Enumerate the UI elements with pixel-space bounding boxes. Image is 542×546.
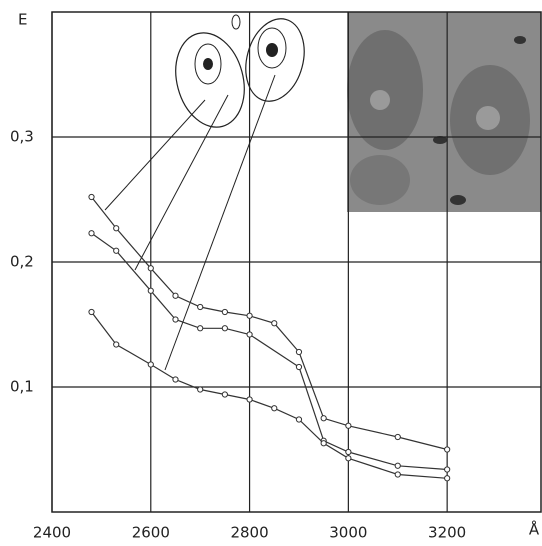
nucleus-sketch	[194, 43, 222, 85]
cell	[347, 30, 423, 150]
data-point	[246, 331, 253, 338]
data-point	[147, 361, 154, 368]
illustration	[104, 12, 541, 371]
cell	[350, 155, 410, 205]
series-line	[91, 311, 448, 479]
dot	[433, 136, 447, 144]
data-point	[113, 247, 120, 254]
data-point	[246, 396, 253, 403]
data-point	[271, 320, 278, 327]
leader-line	[134, 94, 229, 271]
nucleolus	[266, 43, 278, 57]
data-point	[394, 462, 401, 469]
data-point	[88, 230, 95, 237]
x-axis-label: Å	[529, 520, 540, 539]
data-point	[320, 415, 327, 422]
data-point	[394, 471, 401, 478]
data-point	[444, 475, 451, 482]
y-tick-label: 0,3	[10, 128, 34, 146]
leader-line	[104, 99, 206, 211]
data-point	[320, 440, 327, 447]
data-point	[88, 308, 95, 316]
data-point	[246, 312, 253, 319]
data-point	[271, 405, 278, 412]
x-tick-label: 2600	[132, 524, 170, 542]
data-point	[221, 325, 228, 332]
data-point	[113, 225, 120, 232]
data-point	[172, 316, 179, 323]
data-point	[444, 446, 451, 453]
data-point	[172, 292, 179, 299]
cell-sketch	[175, 32, 245, 128]
series-line	[91, 196, 448, 451]
x-tick-label: 3000	[329, 524, 367, 542]
series-line	[91, 232, 448, 471]
data-point	[221, 308, 228, 316]
sketch-mark	[231, 14, 241, 30]
data-point	[345, 448, 352, 456]
data-point	[147, 265, 154, 272]
data-point	[172, 376, 179, 383]
x-tick-label: 2400	[33, 524, 71, 542]
x-tick-label: 3200	[428, 524, 466, 542]
cell-sketch	[245, 18, 305, 102]
nucleus	[370, 90, 390, 110]
leader-line	[164, 74, 276, 371]
data-point	[221, 391, 228, 398]
data-point	[197, 303, 204, 311]
data-point	[147, 287, 154, 294]
nucleus	[476, 106, 500, 130]
y-tick-label: 0,1	[10, 378, 34, 396]
data-point	[444, 466, 451, 473]
nucleus-sketch	[257, 27, 287, 69]
data-point	[345, 422, 352, 429]
dot	[450, 195, 466, 205]
y-axis-label: E	[18, 11, 27, 29]
data-point	[295, 348, 303, 356]
dot	[514, 36, 526, 44]
data-point	[197, 386, 204, 393]
y-tick-label: 0,2	[10, 253, 34, 271]
data-point	[295, 416, 303, 423]
data-point	[197, 325, 204, 332]
data-point	[345, 455, 352, 462]
x-tick-label: 2800	[230, 524, 268, 542]
nucleolus	[203, 58, 213, 70]
data-point	[295, 363, 303, 371]
data-point	[88, 193, 95, 201]
data-point	[394, 433, 401, 441]
data-point	[113, 341, 120, 348]
